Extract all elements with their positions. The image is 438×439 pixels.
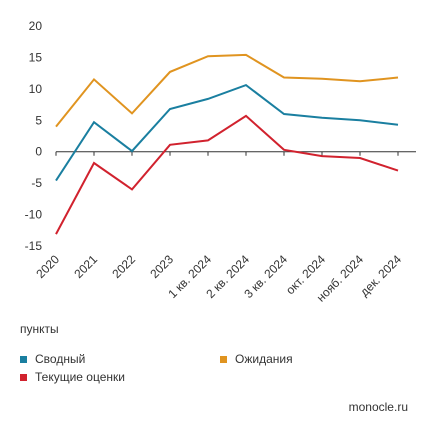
series-line-1 xyxy=(55,53,399,128)
x-tick-label: дек. 2024 xyxy=(357,252,404,299)
zero-axis-line xyxy=(55,151,416,156)
legend-item-svodny: Сводный xyxy=(20,352,85,366)
y-axis-ticks: -15 -10 -5 0 5 10 15 20 xyxy=(25,19,43,253)
y-tick-label: 20 xyxy=(29,19,43,33)
x-tick-label: 2020 xyxy=(33,252,62,281)
legend-item-ozhidaniya: Ожидания xyxy=(220,352,293,366)
x-tick-label: 2023 xyxy=(147,252,176,281)
y-tick-label: -10 xyxy=(25,208,43,222)
legend-swatch-tekushchie xyxy=(20,373,27,381)
y-tick-label: -15 xyxy=(25,239,43,253)
series-line-0 xyxy=(55,83,399,182)
legend-label-svodny: Сводный xyxy=(35,352,86,366)
source-label: monocle.ru xyxy=(348,400,408,414)
y-tick-label: 15 xyxy=(29,50,43,64)
y-tick-label: 10 xyxy=(29,82,43,96)
series-line-2 xyxy=(55,114,399,235)
legend-label-ozhidaniya: Ожидания xyxy=(235,352,293,366)
y-tick-label: -5 xyxy=(31,176,42,190)
legend-item-tekushchie: Текущие оценки xyxy=(20,370,125,384)
x-tick-label: 2022 xyxy=(109,252,138,281)
y-tick-label: 5 xyxy=(35,113,42,127)
y-unit-label: пункты xyxy=(20,322,59,336)
series-lines xyxy=(55,53,399,235)
legend-swatch-ozhidaniya xyxy=(220,355,227,363)
y-tick-label: 0 xyxy=(35,145,42,159)
legend-swatch-svodny xyxy=(20,355,27,363)
legend-label-tekushchie: Текущие оценки xyxy=(35,370,125,384)
x-tick-label: 2021 xyxy=(71,252,100,281)
